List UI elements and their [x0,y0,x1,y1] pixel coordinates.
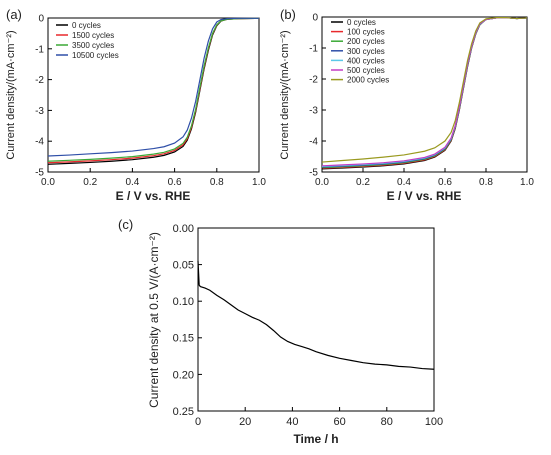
panel-c-x-tick-label: 60 [333,416,345,428]
panel-a-x-axis-label: E / V vs. RHE [116,189,191,203]
panel-b-y-axis-label: Current density/(mA·cm⁻²) [279,30,291,159]
panel-b-legend-label: 500 cycles [347,66,385,75]
panel-a-legend-label: 3500 cycles [72,41,114,50]
panel-b-y-tick-label: -2 [309,75,318,86]
panel-c-y-tick-label: 0.20 [173,369,194,381]
panel-a-x-tick-label: 0.0 [41,177,55,188]
panel-b-legend-label: 200 cycles [347,37,385,46]
panel-c-y-axis-label: Current density at 0.5 V/(A·cm⁻²) [147,232,161,408]
panel-a-legend-label: 0 cycles [72,21,101,30]
panel-b-x-tick-label: 0.6 [438,177,452,188]
panel-b-y-tick-label: -4 [309,137,318,148]
panel-a-y-tick-label: -1 [35,44,44,55]
panel-b-x-tick-label: 0.8 [479,177,493,188]
panel-c-series-line-0 [197,260,435,370]
panel-b-y-ticks: 0 -1 -2 -3 -4 -5 [309,13,326,179]
panel-a-series-line-2 [47,17,260,162]
panel-c-x-tick-label: 20 [239,416,251,428]
panel-c-series [197,260,435,370]
panel-b-frame [321,16,528,173]
panel-b-y-tick-label: -5 [309,168,318,179]
panel-a-x-tick-label: 0.8 [210,177,224,188]
panel-b-y-tick-label: -3 [309,106,318,117]
panel-a-x-tick-label: 0.4 [125,177,139,188]
panel-a-x-tick-label: 0.2 [83,177,97,188]
panel-c-x-tick-label: 40 [286,416,298,428]
panel-c: (c) 0 20 40 60 80 100 0.00 0.05 0.10 0.15 0.20 0.2… [118,217,443,446]
panel-b-x-tick-label: 1.0 [520,177,534,188]
panel-c-y-tick-label: 0.15 [173,333,194,345]
panel-b-x-tick-label: 0.0 [315,177,329,188]
panel-b-legend-label: 2000 cycles [347,76,389,85]
panel-b: (b) 0.0 0.2 0.4 0.6 0.8 1.0 0 -1 -2 -3 -4 -5 0 cyc… [279,7,534,203]
panel-a-x-tick-label: 0.6 [168,177,182,188]
panel-a-series-line-3 [47,17,259,157]
panel-b-series [321,17,528,170]
panel-c-y-ticks: 0.00 0.05 0.10 0.15 0.20 0.25 [173,223,202,418]
panel-c-y-tick-label: 0.25 [173,406,194,418]
panel-b-series-line-6 [321,17,528,163]
panel-c-x-tick-label: 80 [381,416,393,428]
panel-a-series [47,17,260,165]
panel-a-legend-label: 1500 cycles [72,31,114,40]
panel-a: (a) 0.0 0.2 0.4 0.6 0.8 1.0 0 -1 -2 -3 -4 -5 0 cyc… [5,7,266,203]
panel-c-frame [197,227,435,412]
panel-a-y-tick-label: -2 [35,75,44,86]
panel-a-y-tick-label: -5 [35,168,44,179]
panel-c-x-tick-label: 100 [425,416,443,428]
panel-a-x-ticks: 0.0 0.2 0.4 0.6 0.8 1.0 [41,168,266,188]
panel-a-x-tick-label: 1.0 [252,177,266,188]
panel-c-y-tick-label: 0.00 [173,223,194,235]
panel-c-x-ticks: 0 20 40 60 80 100 [195,407,443,428]
panel-c-y-tick-label: 0.10 [173,296,194,308]
panel-c-y-tick-label: 0.05 [173,259,194,271]
panel-b-legend-label: 400 cycles [347,56,385,65]
panel-b-legend-label: 0 cycles [347,18,376,27]
panel-a-y-tick-label: -3 [35,106,44,117]
panel-a-y-ticks: 0 -1 -2 -3 -4 -5 [35,14,52,179]
panel-a-legend-label: 10500 cycles [72,51,119,60]
panel-a-label: (a) [6,7,22,22]
panel-a-y-tick-label: 0 [38,14,44,25]
panel-b-legend-label: 100 cycles [347,28,385,37]
panel-a-y-tick-label: -4 [35,137,44,148]
panel-b-x-tick-label: 0.2 [356,177,370,188]
panel-c-x-axis-label: Time / h [293,432,338,446]
panel-b-y-tick-label: 0 [312,13,318,24]
panel-a-frame [47,17,260,173]
panel-b-x-ticks: 0.0 0.2 0.4 0.6 0.8 1.0 [315,168,534,188]
panel-b-y-tick-label: -1 [309,44,318,55]
panel-b-label: (b) [280,7,296,22]
panel-a-y-axis-label: Current density/(mA·cm⁻²) [5,30,17,159]
panel-b-x-tick-label: 0.4 [397,177,411,188]
panel-c-x-tick-label: 0 [195,416,201,428]
panel-c-label: (c) [118,217,133,232]
panel-b-legend-label: 300 cycles [347,47,385,56]
panel-b-x-axis-label: E / V vs. RHE [387,189,462,203]
